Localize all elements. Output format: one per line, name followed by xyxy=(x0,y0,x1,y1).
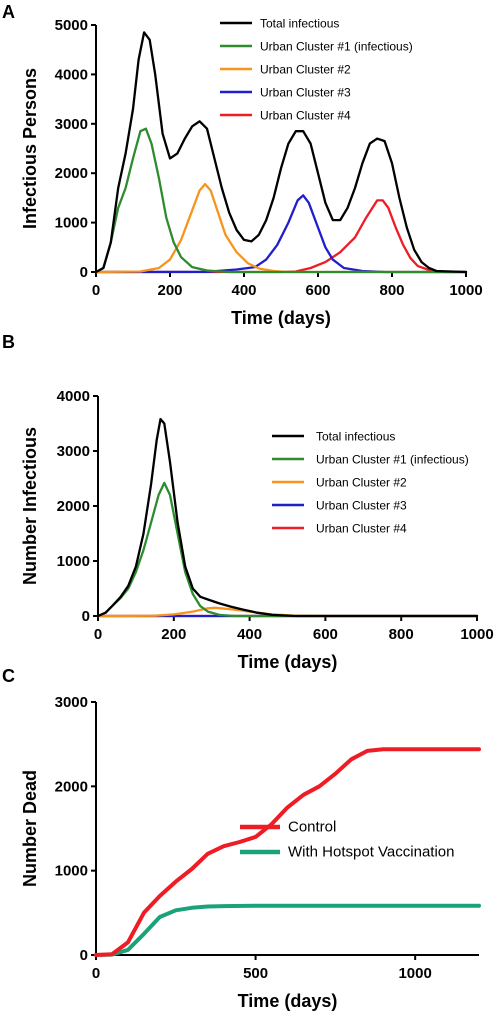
series-line-urban-cluster-1-infectious xyxy=(94,127,468,274)
x-tick-label: 400 xyxy=(237,626,262,643)
series-group-c xyxy=(94,747,481,957)
panel-letter-a: A xyxy=(2,2,15,22)
legend-label-urban-cluster-1-infectious: Urban Cluster #1 (infectious) xyxy=(260,40,413,54)
legend-label-urban-cluster-2: Urban Cluster #2 xyxy=(316,476,407,490)
legend-label-with-hotspot-vaccination: With Hotspot Vaccination xyxy=(288,844,454,861)
series-line-urban-cluster-3 xyxy=(94,194,468,274)
x-tick-label: 400 xyxy=(231,282,256,299)
x-tick-label: 0 xyxy=(94,626,102,643)
legend-label-urban-cluster-3: Urban Cluster #3 xyxy=(260,86,351,100)
legend-label-urban-cluster-2: Urban Cluster #2 xyxy=(260,63,351,77)
legend-label-control: Control xyxy=(288,819,336,836)
x-axis-label-b: Time (days) xyxy=(238,652,338,672)
y-tick-label: 2000 xyxy=(55,778,88,795)
y-tick-label: 5000 xyxy=(55,17,88,34)
y-tick-label: 3000 xyxy=(55,694,88,711)
y-tick-label: 2000 xyxy=(55,165,88,182)
x-tick-label: 200 xyxy=(161,626,186,643)
y-axis-label-c: Number Dead xyxy=(20,770,40,887)
legend-label-total-infectious: Total infectious xyxy=(260,17,339,31)
y-axis-label-a: Infectious Persons xyxy=(20,68,40,229)
x-tick-label: 1000 xyxy=(449,282,482,299)
y-tick-label: 4000 xyxy=(55,66,88,83)
series-line-control xyxy=(94,747,481,957)
x-tick-label: 600 xyxy=(305,282,330,299)
y-tick-label: 0 xyxy=(80,264,88,281)
x-axis-label-c: Time (days) xyxy=(238,991,338,1011)
legend-label-urban-cluster-3: Urban Cluster #3 xyxy=(316,499,407,513)
x-tick-label: 1000 xyxy=(460,626,493,643)
panel-letter-c: C xyxy=(2,666,15,686)
legend-label-urban-cluster-4: Urban Cluster #4 xyxy=(260,109,351,123)
series-group-a xyxy=(94,31,468,274)
x-tick-label: 0 xyxy=(92,282,100,299)
legend-label-total-infectious: Total infectious xyxy=(316,430,395,444)
x-tick-label: 0 xyxy=(92,965,100,982)
y-tick-label: 1000 xyxy=(55,863,88,880)
series-line-urban-cluster-4 xyxy=(94,199,468,274)
x-tick-label: 500 xyxy=(243,965,268,982)
y-tick-label: 1000 xyxy=(57,553,90,570)
y-tick-label: 1000 xyxy=(55,215,88,232)
y-tick-label: 4000 xyxy=(57,388,90,405)
panel-letter-b: B xyxy=(2,332,15,352)
y-axis-label-b: Number Infectious xyxy=(20,427,40,585)
y-tick-label: 0 xyxy=(80,947,88,964)
series-line-total-infectious xyxy=(96,417,479,618)
x-tick-label: 800 xyxy=(379,282,404,299)
y-tick-label: 0 xyxy=(82,608,90,625)
x-tick-label: 800 xyxy=(389,626,414,643)
series-line-urban-cluster-2 xyxy=(94,182,468,274)
y-tick-label: 3000 xyxy=(55,116,88,133)
x-axis-label-a: Time (days) xyxy=(231,308,331,328)
series-line-with-hotspot-vaccination xyxy=(94,903,481,957)
legend-label-urban-cluster-1-infectious: Urban Cluster #1 (infectious) xyxy=(316,453,469,467)
y-tick-label: 3000 xyxy=(57,443,90,460)
x-tick-label: 200 xyxy=(157,282,182,299)
x-tick-label: 600 xyxy=(313,626,338,643)
series-line-total-infectious xyxy=(94,31,468,274)
x-tick-label: 1000 xyxy=(398,965,431,982)
legend-label-urban-cluster-4: Urban Cluster #4 xyxy=(316,522,407,536)
series-group-b xyxy=(96,417,479,618)
y-tick-label: 2000 xyxy=(57,498,90,515)
